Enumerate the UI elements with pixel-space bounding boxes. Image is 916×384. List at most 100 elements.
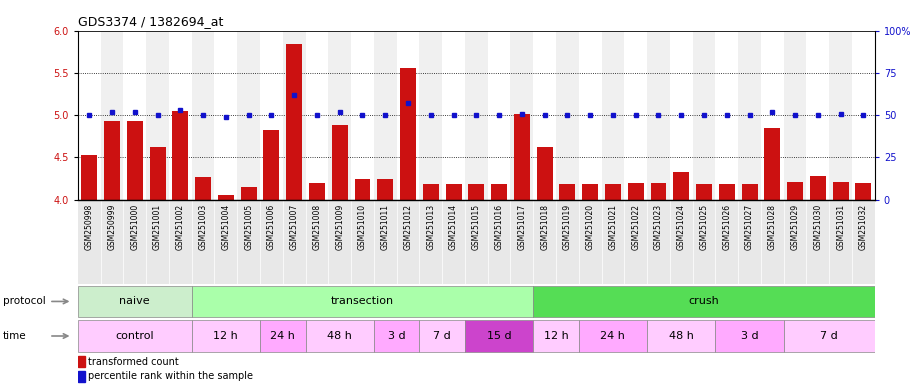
Bar bbox=[560, 184, 575, 200]
Text: crush: crush bbox=[689, 296, 719, 306]
Text: GSM251029: GSM251029 bbox=[791, 204, 800, 250]
Text: GSM251015: GSM251015 bbox=[472, 204, 481, 250]
Text: 3 d: 3 d bbox=[387, 331, 406, 341]
Text: GSM251020: GSM251020 bbox=[585, 204, 594, 250]
Bar bbox=[374, 31, 397, 200]
Bar bbox=[583, 184, 598, 200]
Bar bbox=[602, 31, 625, 200]
Bar bbox=[810, 176, 826, 200]
Bar bbox=[465, 31, 487, 200]
Text: GSM251022: GSM251022 bbox=[631, 204, 640, 250]
Text: 24 h: 24 h bbox=[270, 331, 295, 341]
Bar bbox=[625, 31, 647, 200]
Bar bbox=[715, 320, 784, 352]
Bar bbox=[715, 31, 738, 200]
Bar bbox=[397, 31, 420, 200]
Bar bbox=[354, 179, 370, 200]
Text: transformed count: transformed count bbox=[88, 357, 179, 367]
Bar bbox=[309, 183, 325, 200]
Text: GSM251016: GSM251016 bbox=[495, 204, 504, 250]
Text: GSM251031: GSM251031 bbox=[836, 204, 845, 250]
Text: GSM251011: GSM251011 bbox=[381, 204, 389, 250]
Bar bbox=[306, 320, 374, 352]
Bar bbox=[420, 31, 442, 200]
Bar bbox=[533, 320, 579, 352]
Text: control: control bbox=[115, 331, 154, 341]
Text: GSM251012: GSM251012 bbox=[404, 204, 412, 250]
Bar bbox=[377, 179, 393, 200]
Bar bbox=[374, 320, 420, 352]
Bar bbox=[191, 31, 214, 200]
Bar bbox=[761, 31, 784, 200]
Bar bbox=[692, 31, 715, 200]
Text: 48 h: 48 h bbox=[327, 331, 352, 341]
Text: 15 d: 15 d bbox=[486, 331, 511, 341]
Text: naive: naive bbox=[119, 296, 150, 306]
Text: GSM251001: GSM251001 bbox=[153, 204, 162, 250]
Bar bbox=[78, 356, 85, 367]
Bar bbox=[605, 184, 621, 200]
Bar bbox=[696, 184, 712, 200]
Text: percentile rank within the sample: percentile rank within the sample bbox=[88, 371, 253, 381]
Bar bbox=[147, 31, 169, 200]
Bar bbox=[149, 147, 166, 200]
Text: GSM251005: GSM251005 bbox=[245, 204, 253, 250]
Text: GSM251017: GSM251017 bbox=[518, 204, 527, 250]
Text: GSM251000: GSM251000 bbox=[130, 204, 139, 250]
Bar bbox=[670, 31, 692, 200]
Bar bbox=[579, 31, 602, 200]
Text: GSM251010: GSM251010 bbox=[358, 204, 367, 250]
Bar bbox=[214, 31, 237, 200]
Bar bbox=[126, 121, 143, 200]
Bar bbox=[260, 31, 283, 200]
Text: transection: transection bbox=[331, 296, 394, 306]
Bar bbox=[719, 184, 735, 200]
Text: GSM250999: GSM250999 bbox=[107, 204, 116, 250]
Text: GDS3374 / 1382694_at: GDS3374 / 1382694_at bbox=[78, 15, 224, 28]
Text: GSM251032: GSM251032 bbox=[859, 204, 867, 250]
Bar bbox=[647, 31, 670, 200]
Bar bbox=[78, 31, 101, 200]
Bar bbox=[738, 31, 761, 200]
Text: 12 h: 12 h bbox=[213, 331, 238, 341]
Bar bbox=[78, 371, 85, 382]
Text: GSM251021: GSM251021 bbox=[608, 204, 617, 250]
Text: 3 d: 3 d bbox=[741, 331, 758, 341]
Text: GSM250998: GSM250998 bbox=[85, 204, 93, 250]
Bar bbox=[420, 320, 465, 352]
Bar bbox=[647, 320, 715, 352]
Bar bbox=[286, 44, 302, 200]
Text: GSM251009: GSM251009 bbox=[335, 204, 344, 250]
Bar bbox=[237, 31, 260, 200]
Bar bbox=[442, 31, 465, 200]
Bar bbox=[78, 286, 191, 317]
Text: GSM251028: GSM251028 bbox=[768, 204, 777, 250]
Bar bbox=[764, 128, 780, 200]
Text: GSM251019: GSM251019 bbox=[563, 204, 572, 250]
Bar bbox=[82, 155, 97, 200]
Bar bbox=[283, 31, 306, 200]
Bar bbox=[332, 125, 348, 200]
Text: GSM251003: GSM251003 bbox=[199, 204, 208, 250]
Bar bbox=[787, 182, 803, 200]
Bar bbox=[533, 31, 556, 200]
Text: GSM251023: GSM251023 bbox=[654, 204, 663, 250]
Bar bbox=[510, 31, 533, 200]
Text: 48 h: 48 h bbox=[669, 331, 693, 341]
Bar bbox=[191, 286, 533, 317]
Text: GSM251018: GSM251018 bbox=[540, 204, 549, 250]
Bar bbox=[260, 320, 306, 352]
Bar bbox=[465, 320, 533, 352]
Bar bbox=[101, 31, 124, 200]
Bar bbox=[191, 320, 260, 352]
Text: GSM251008: GSM251008 bbox=[312, 204, 322, 250]
Text: GSM251007: GSM251007 bbox=[289, 204, 299, 250]
Bar bbox=[351, 31, 374, 200]
Bar bbox=[650, 183, 667, 200]
Bar bbox=[468, 184, 485, 200]
Bar bbox=[104, 121, 120, 200]
Text: 7 d: 7 d bbox=[821, 331, 838, 341]
Bar bbox=[218, 195, 234, 200]
Text: GSM251024: GSM251024 bbox=[677, 204, 686, 250]
Bar bbox=[241, 187, 256, 200]
